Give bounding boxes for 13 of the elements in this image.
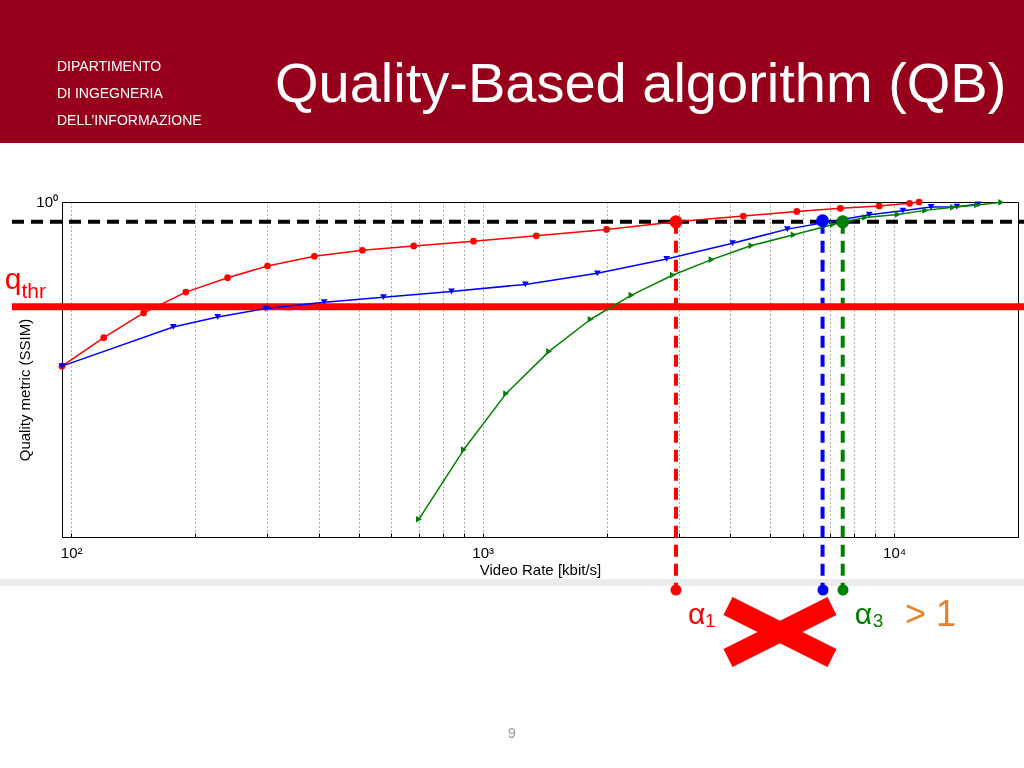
text: 9 (507, 724, 517, 742)
text: 10⁰ (36, 193, 58, 210)
text: DIPARTIMENTO DI INGEGNERIA DELL’INFORMAZIONE (57, 57, 202, 130)
text: > 1 (905, 593, 957, 634)
ref-line-label: α₃ (854, 597, 885, 630)
y-axis-title: Quality metric (SSIM) (15, 318, 33, 462)
x-tick-label: 10⁴ (883, 543, 907, 561)
ref-line-label: α₁ (687, 597, 716, 630)
chart-title: Quality-Based algorithm (QB) (275, 50, 1007, 116)
x-tick-label: 10³ (472, 543, 494, 561)
x-tick-label: 10² (60, 543, 83, 561)
x-axis-title: Video Rate [kbit/s] (479, 560, 602, 578)
ref-line-label: q$_{thr}$ (4, 261, 46, 302)
